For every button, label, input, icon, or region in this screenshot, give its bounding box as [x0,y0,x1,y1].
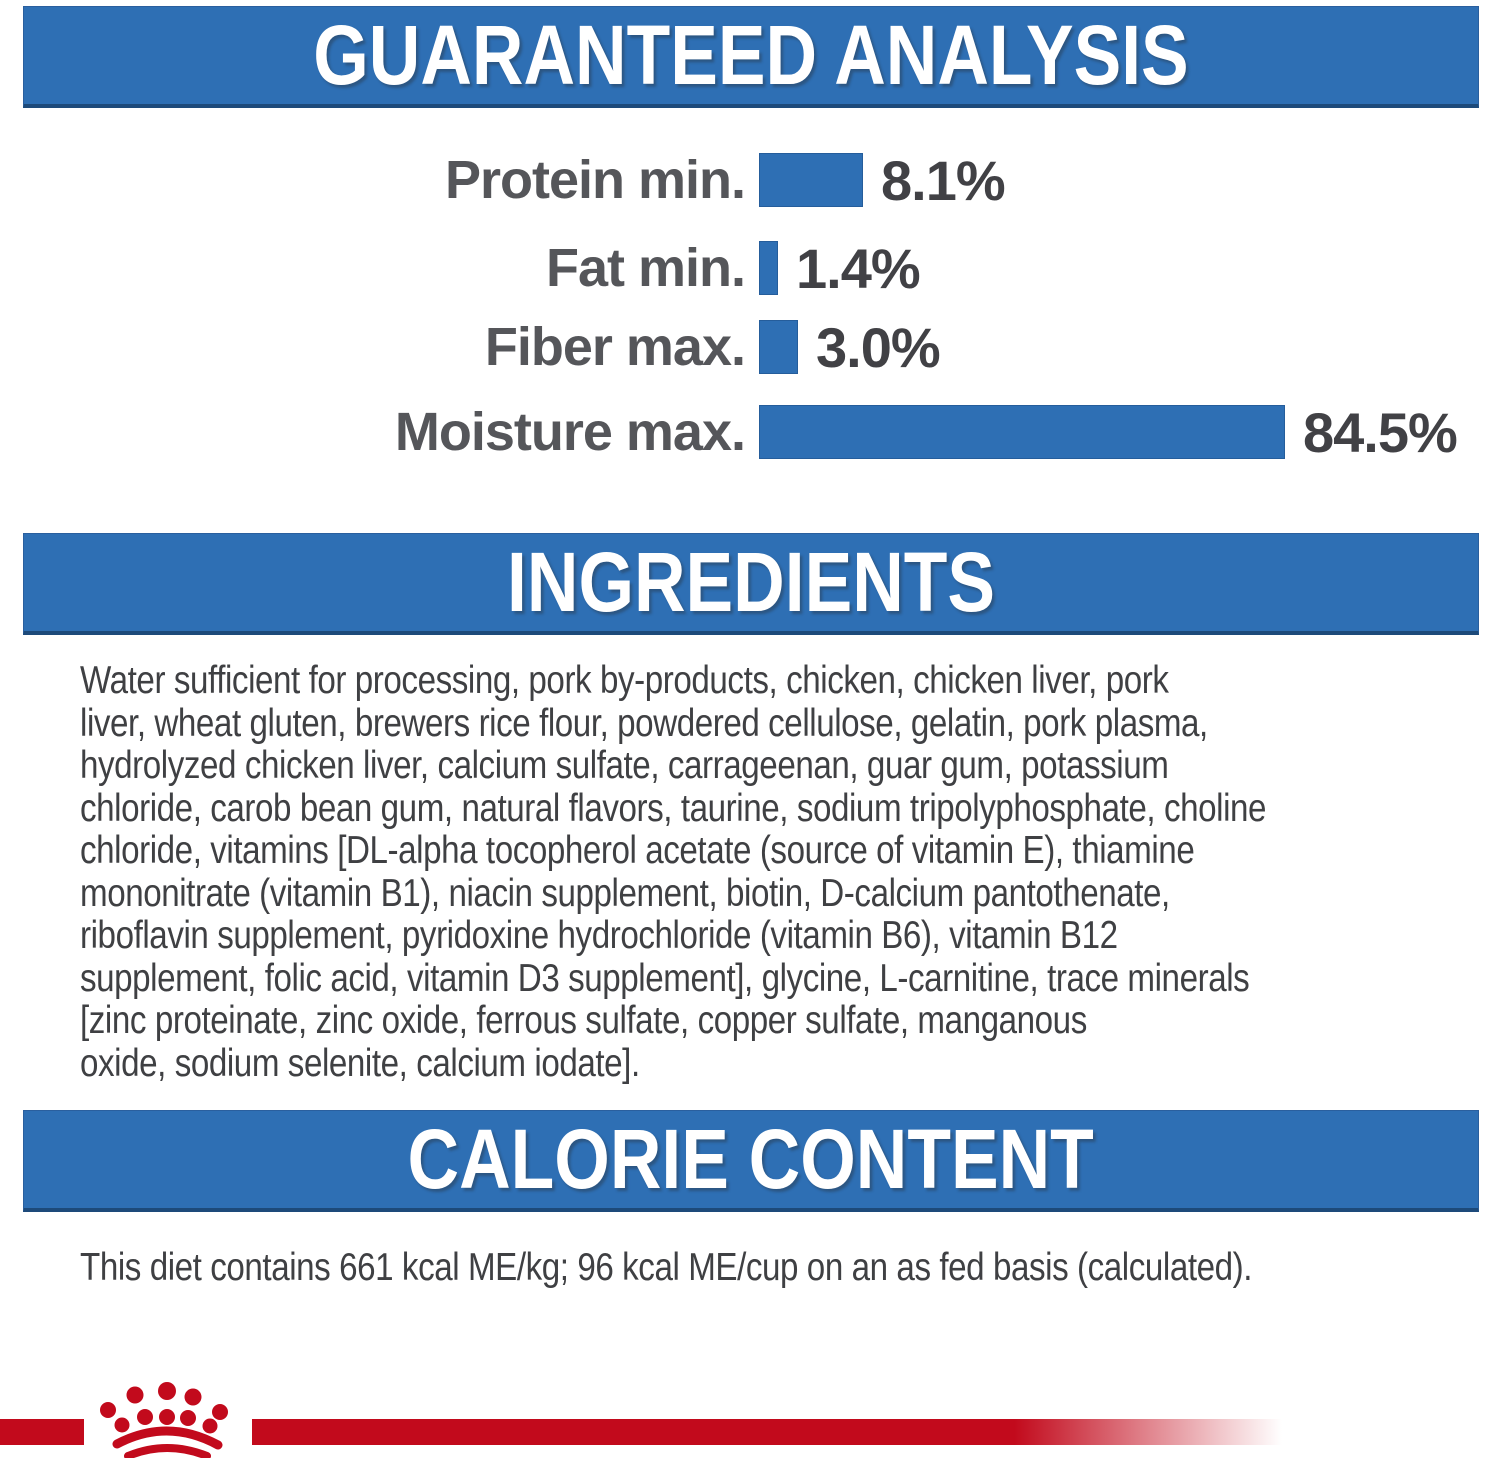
moisture-bar [759,405,1285,459]
protein-value: 8.1% [881,148,1006,212]
fat-bar [759,241,778,295]
fat-label: Fat min. [545,238,746,298]
fiber-value: 3.0% [816,315,941,379]
fiber-label: Fiber max. [484,317,746,377]
calorie-content-title: CALORIE CONTENT [407,1112,1095,1206]
moisture-value: 84.5% [1303,400,1458,464]
protein-bar [759,153,863,207]
royal-canin-crown-icon [100,1382,228,1458]
guaranteed-analysis-title: GUARANTEED ANALYSIS [313,8,1189,102]
chart-row-fiber: Fiber max. 3.0% [0,316,1500,379]
ingredients-title: INGREDIENTS [507,535,995,629]
chart-row-protein: Protein min. 8.1% [0,149,1500,212]
moisture-label: Moisture max. [394,402,746,462]
ingredients-text: Water sufficient for processing, pork by… [80,659,1267,1085]
brand-stripe-left [0,1419,84,1445]
ingredients-banner: INGREDIENTS [23,533,1479,635]
fat-value: 1.4% [796,236,921,300]
chart-row-fat: Fat min. 1.4% [0,237,1500,300]
calorie-content-banner: CALORIE CONTENT [23,1110,1479,1212]
brand-stripe-right [252,1419,1282,1445]
fiber-bar [759,320,798,374]
calorie-content-text: This diet contains 661 kcal ME/kg; 96 kc… [80,1246,1253,1289]
chart-row-moisture: Moisture max. 84.5% [0,401,1500,464]
protein-label: Protein min. [444,150,746,210]
guaranteed-analysis-banner: GUARANTEED ANALYSIS [23,6,1479,108]
